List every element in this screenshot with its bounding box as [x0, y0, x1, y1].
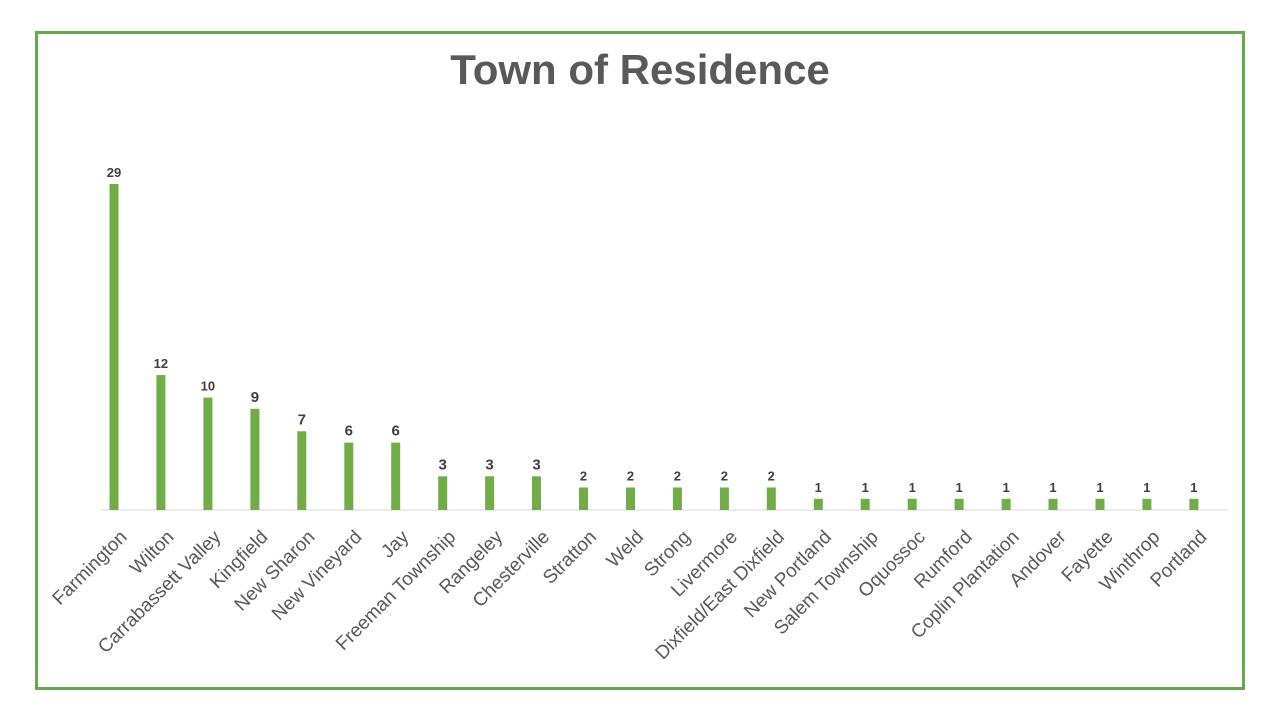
data-label: 6: [345, 423, 353, 440]
data-label: 1: [862, 480, 869, 495]
bar: [344, 442, 354, 510]
bar: [579, 487, 588, 510]
bar: [860, 498, 870, 510]
data-label: 1: [1049, 480, 1056, 495]
data-label: 1: [1190, 480, 1197, 495]
data-label: 1: [815, 480, 822, 495]
data-label: 2: [580, 469, 587, 484]
data-label: 1: [1143, 480, 1150, 495]
data-label: 9: [251, 389, 259, 406]
x-tick-label: Farmington: [49, 527, 132, 610]
data-label: 1: [955, 480, 962, 495]
bar: [813, 498, 823, 510]
bar: [1189, 498, 1199, 510]
bar: [672, 487, 682, 510]
bar: [626, 487, 635, 510]
data-label: 2: [768, 469, 775, 484]
bar: [907, 498, 917, 510]
data-label: 29: [107, 165, 121, 180]
bar: [156, 375, 166, 510]
chart-title: Town of Residence: [450, 46, 830, 93]
data-label: 3: [532, 456, 540, 473]
bar: [391, 442, 401, 510]
bar: [1048, 498, 1058, 510]
data-label: 1: [1002, 480, 1009, 495]
data-label: 6: [392, 423, 400, 440]
data-label: 10: [201, 379, 215, 394]
bar: [954, 498, 964, 510]
bar: [438, 476, 448, 510]
bar: [250, 408, 260, 510]
x-tick-label: Jay: [377, 526, 413, 562]
chart-frame: [35, 31, 1245, 690]
bar: [485, 476, 495, 510]
data-label: 2: [721, 469, 728, 484]
bar: [719, 487, 729, 510]
data-label: 7: [298, 411, 306, 428]
bar: [766, 487, 776, 510]
data-label: 2: [627, 469, 634, 484]
bar: [203, 397, 213, 510]
bar: [297, 431, 307, 510]
data-label: 12: [154, 356, 168, 371]
data-label: 1: [909, 480, 916, 495]
bar: [1142, 498, 1152, 510]
bar: [1095, 498, 1105, 510]
data-label: 3: [439, 456, 447, 473]
data-label: 2: [674, 469, 681, 484]
bar: [109, 184, 119, 510]
data-label: 3: [485, 456, 493, 473]
bar: [1001, 498, 1011, 510]
bar: [532, 476, 541, 510]
data-label: 1: [1096, 480, 1103, 495]
